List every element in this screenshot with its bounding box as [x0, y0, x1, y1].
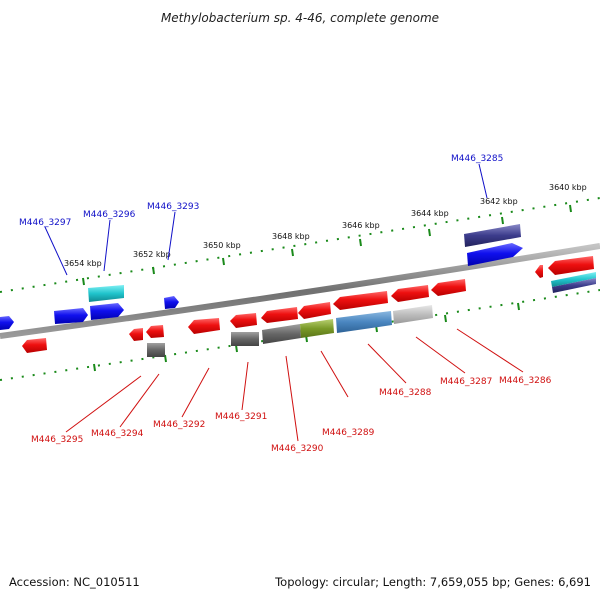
gene-label-reverse[interactable]: M446_3289: [322, 428, 375, 438]
gene-forward[interactable]: [0, 316, 14, 330]
gene-reverse[interactable]: [333, 291, 388, 310]
reverse-label-leaders: [65, 328, 524, 442]
gene-label-reverse[interactable]: M446_3287: [440, 377, 492, 387]
gene-label-forward[interactable]: M446_3285: [451, 154, 503, 164]
gene-label-forward[interactable]: M446_3296: [83, 210, 136, 220]
gene-label-reverse[interactable]: M446_3290: [271, 444, 324, 454]
gene-forward[interactable]: [164, 296, 179, 309]
scale-label: 3646 kbp: [342, 221, 380, 230]
scale-label: 3644 kbp: [411, 209, 449, 218]
gene-label-reverse[interactable]: M446_3294: [91, 429, 144, 439]
gene-label-reverse[interactable]: M446_3288: [379, 388, 432, 398]
gene-forward[interactable]: [467, 243, 523, 266]
gene-reverse[interactable]: [431, 279, 466, 296]
gene-reverse[interactable]: [300, 319, 334, 338]
gene-reverse[interactable]: [548, 256, 594, 275]
accession-text: Accession: NC_010511: [9, 575, 140, 589]
reverse-strand-genes: [22, 256, 594, 357]
gene-label-forward[interactable]: M446_3297: [19, 218, 71, 228]
gene-forward[interactable]: [552, 278, 596, 293]
gene-reverse[interactable]: [231, 332, 259, 346]
genome-backbone: [0, 243, 600, 339]
gene-reverse[interactable]: [391, 285, 429, 302]
gene-label-reverse[interactable]: M446_3291: [215, 412, 267, 422]
gene-forward[interactable]: [90, 303, 124, 320]
scale-label: 3654 kbp: [64, 259, 102, 268]
gene-label-forward[interactable]: M446_3293: [147, 202, 199, 212]
gene-label-reverse[interactable]: M446_3292: [153, 420, 205, 430]
gene-reverse[interactable]: [393, 305, 433, 324]
gene-reverse[interactable]: [146, 325, 164, 338]
forward-strand-genes: [0, 224, 596, 330]
outer-major-ticks: [82, 204, 572, 286]
gene-forward[interactable]: [54, 308, 88, 324]
topology-text: Topology: circular; Length: 7,659,055 bp…: [274, 575, 591, 589]
gene-reverse[interactable]: [262, 324, 301, 344]
scale-label: 3648 kbp: [272, 232, 310, 241]
scale-label: 3650 kbp: [203, 241, 241, 250]
gene-forward[interactable]: [464, 224, 521, 247]
scale-label: 3642 kbp: [480, 197, 518, 206]
reverse-gene-labels: M446_3295 M446_3294 M446_3292 M446_3291 …: [31, 376, 552, 454]
gene-forward[interactable]: [88, 285, 124, 302]
gene-reverse[interactable]: [22, 338, 47, 353]
scale-label: 3652 kbp: [133, 250, 171, 259]
forward-gene-labels: M446_3297 M446_3296 M446_3293 M446_3285: [19, 154, 503, 228]
scale-labels: 3654 kbp 3652 kbp 3650 kbp 3648 kbp 3646…: [64, 183, 587, 268]
inner-major-ticks: [93, 302, 520, 372]
gene-reverse[interactable]: [129, 328, 143, 341]
gene-reverse[interactable]: [298, 302, 331, 319]
gene-reverse[interactable]: [230, 313, 257, 328]
map-title: Methylobacterium sp. 4-46, complete geno…: [161, 11, 439, 25]
gene-forward[interactable]: [551, 272, 596, 287]
gene-reverse[interactable]: [188, 318, 220, 334]
scale-label: 3640 kbp: [549, 183, 587, 192]
gene-reverse[interactable]: [535, 265, 543, 278]
gene-reverse[interactable]: [261, 307, 298, 323]
gene-reverse[interactable]: [336, 311, 392, 333]
gene-label-reverse[interactable]: M446_3286: [499, 376, 552, 386]
gene-label-reverse[interactable]: M446_3295: [31, 435, 83, 445]
forward-label-leaders: [44, 163, 488, 276]
gene-reverse[interactable]: [147, 343, 165, 357]
